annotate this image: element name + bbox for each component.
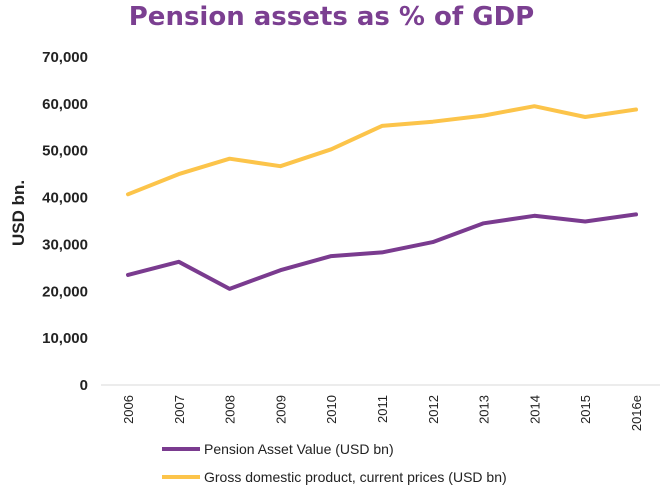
x-tick-label: 2013 [477, 395, 492, 424]
chart-title: Pension assets as % of GDP [128, 2, 535, 32]
y-tick-label: 60,000 [42, 96, 88, 113]
x-tick-label: 2011 [375, 395, 390, 423]
legend-label: Gross domestic product, current prices (… [204, 469, 507, 485]
y-tick-label: 0 [80, 377, 88, 394]
legend-label: Pension Asset Value (USD bn) [204, 441, 394, 457]
x-tick-label: 2008 [223, 395, 238, 424]
x-tick-label: 2014 [527, 395, 542, 424]
y-axis-label: USD bn. [9, 180, 28, 246]
x-tick-label: 2007 [172, 395, 187, 424]
y-tick-label: 20,000 [42, 283, 88, 300]
x-tick-label: 2006 [121, 395, 136, 424]
x-tick-label: 2009 [273, 395, 288, 424]
y-tick-label: 50,000 [42, 143, 88, 160]
series-line-gdp [126, 104, 638, 197]
y-tick-label: 40,000 [42, 190, 88, 207]
x-tick-label: 2012 [426, 395, 441, 424]
x-tick-label: 2016e [629, 395, 644, 431]
y-tick-label: 10,000 [42, 330, 88, 347]
series-line-pension [126, 212, 638, 291]
x-tick-label: 2010 [324, 395, 339, 424]
y-tick-label: 70,000 [42, 49, 88, 66]
y-tick-label: 30,000 [42, 236, 88, 253]
x-tick-label: 2015 [578, 395, 593, 424]
